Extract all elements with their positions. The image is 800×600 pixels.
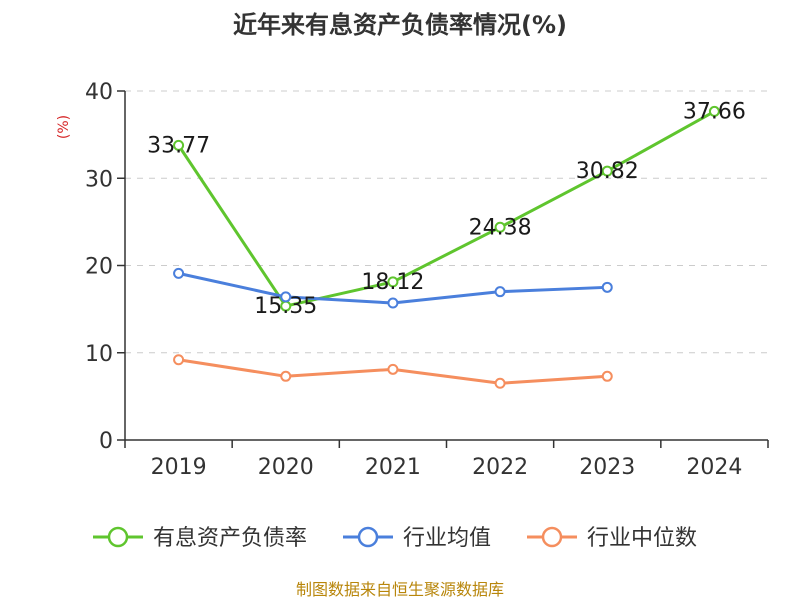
axes: 0 10 20 30 40 2019 2020 2021 2022 2023 2024 <box>85 80 769 480</box>
series-lines <box>173 105 720 389</box>
data-point <box>601 370 613 382</box>
y-tick-label: 10 <box>85 342 113 367</box>
data-label: 33.77 <box>147 133 210 158</box>
series-1 <box>173 105 720 312</box>
x-tick-label: 2022 <box>472 455 528 480</box>
series-line <box>177 110 716 308</box>
y-tick-label: 40 <box>85 80 113 105</box>
legend-marker <box>107 526 129 548</box>
y-tick-label: 30 <box>85 167 113 192</box>
data-point <box>173 267 185 279</box>
data-label: 30.82 <box>576 159 639 184</box>
series-2 <box>173 267 613 309</box>
data-labels: 33.77 15.35 18.12 24.38 30.82 37.66 <box>147 99 746 319</box>
legend-label: 行业中位数 <box>587 526 697 551</box>
legend: 有息资产负债率 行业均值 行业中位数 <box>93 526 697 551</box>
series-3 <box>173 354 613 389</box>
legend-label: 行业均值 <box>403 526 491 551</box>
data-point <box>173 139 185 151</box>
legend-item: 行业均值 <box>343 526 491 551</box>
data-label: 24.38 <box>469 215 532 240</box>
data-label: 18.12 <box>361 270 424 295</box>
data-label: 37.66 <box>683 99 746 124</box>
legend-item: 行业中位数 <box>527 526 697 551</box>
data-point <box>280 370 292 382</box>
data-point <box>280 291 292 303</box>
grid-lines <box>125 90 768 354</box>
data-point <box>173 354 185 366</box>
x-tick-label: 2021 <box>365 455 421 480</box>
data-point <box>494 377 506 389</box>
y-axis-unit-label: (%) <box>56 115 72 139</box>
legend-item: 有息资产负债率 <box>93 526 307 551</box>
data-label: 15.35 <box>254 294 317 319</box>
x-tick-label: 2024 <box>686 455 742 480</box>
data-point <box>601 281 613 293</box>
x-tick-label: 2023 <box>579 455 635 480</box>
y-tick-label: 0 <box>99 429 113 454</box>
legend-marker <box>541 526 563 548</box>
x-tick-label: 2020 <box>258 455 314 480</box>
legend-label: 有息资产负债率 <box>153 526 307 551</box>
data-point <box>494 286 506 298</box>
data-point <box>387 276 399 288</box>
legend-marker <box>357 526 379 548</box>
y-tick-label: 20 <box>85 255 113 280</box>
data-point <box>494 221 506 233</box>
data-point <box>708 105 720 117</box>
x-tick-label: 2019 <box>151 455 207 480</box>
data-point <box>601 165 613 177</box>
source-note: 制图数据来自恒生聚源数据库 <box>296 580 504 599</box>
chart-title: 近年来有息资产负债率情况(%) <box>233 11 567 39</box>
data-point <box>387 297 399 309</box>
data-point <box>387 363 399 375</box>
